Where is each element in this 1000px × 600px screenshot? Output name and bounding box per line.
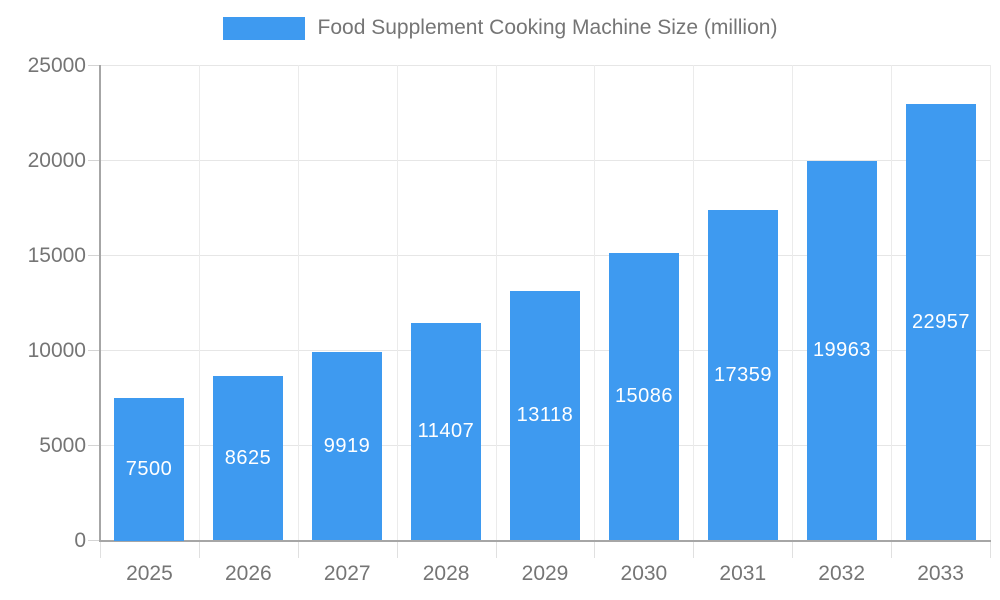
y-axis-label: 5000	[39, 434, 86, 457]
y-gridline	[100, 160, 991, 161]
y-axis-label: 25000	[27, 54, 86, 77]
bar-2029: 13118	[510, 291, 580, 540]
bar-2028: 11407	[411, 323, 481, 540]
x-gridline	[594, 65, 595, 540]
x-axis-label: 2025	[126, 562, 173, 585]
y-axis-line	[99, 65, 101, 540]
x-axis-tick	[496, 540, 497, 558]
bar-value-label: 8625	[224, 446, 272, 469]
bar-value-label: 19963	[812, 339, 872, 361]
y-gridline	[100, 255, 991, 256]
bar-2032: 19963	[807, 161, 877, 540]
y-axis-tick	[88, 255, 100, 256]
x-gridline	[496, 65, 497, 540]
bar-value-label: 11407	[417, 420, 475, 442]
y-axis-label: 20000	[27, 149, 86, 172]
x-gridline	[792, 65, 793, 540]
x-axis-tick	[891, 540, 892, 558]
x-axis-tick	[594, 540, 595, 558]
bar-value-label: 15086	[614, 385, 674, 407]
x-axis-tick	[100, 540, 101, 558]
bar-2027: 9919	[312, 352, 382, 540]
bar-2031: 17359	[708, 210, 778, 540]
y-axis-tick	[88, 540, 100, 541]
x-gridline	[199, 65, 200, 540]
x-axis-tick	[397, 540, 398, 558]
x-gridline	[990, 65, 991, 540]
legend[interactable]: Food Supplement Cooking Machine Size (mi…	[0, 16, 1000, 40]
y-axis-tick	[88, 65, 100, 66]
x-axis-tick	[199, 540, 200, 558]
x-axis-label: 2030	[620, 562, 668, 585]
legend-swatch	[222, 16, 305, 40]
bar-value-label: 7500	[125, 458, 173, 480]
y-gridline	[100, 65, 991, 66]
bar-value-label: 22957	[911, 310, 971, 333]
x-axis-tick	[298, 540, 299, 558]
bar-2030: 15086	[609, 253, 679, 540]
x-axis-tick	[990, 540, 991, 558]
bar-2025: 7500	[114, 398, 184, 541]
y-axis-label: 0	[74, 529, 86, 552]
bar-value-label: 13118	[516, 404, 574, 426]
y-axis-tick	[88, 350, 100, 351]
x-axis-label: 2029	[521, 562, 569, 585]
x-axis-label: 2033	[917, 562, 964, 585]
x-axis-tick	[693, 540, 694, 558]
x-gridline	[397, 65, 398, 540]
bar-value-label: 17359	[713, 363, 773, 386]
y-axis-label: 10000	[27, 339, 86, 362]
y-axis-tick	[88, 445, 100, 446]
y-axis-label: 15000	[27, 244, 86, 267]
chart-title: Food Supplement Cooking Machine Size (mi…	[317, 16, 778, 39]
bar-value-label: 9919	[323, 434, 371, 457]
x-axis-label: 2026	[224, 562, 272, 585]
x-axis-line	[99, 540, 991, 542]
x-axis-label: 2027	[323, 562, 371, 585]
x-axis-label: 2032	[818, 562, 866, 585]
x-axis-label: 2031	[719, 562, 767, 585]
x-axis-label: 2028	[422, 562, 470, 585]
x-gridline	[298, 65, 299, 540]
bar-2026: 8625	[213, 376, 283, 540]
x-gridline	[891, 65, 892, 540]
x-axis-tick	[792, 540, 793, 558]
x-gridline	[693, 65, 694, 540]
bar-2033: 22957	[906, 104, 976, 540]
y-axis-tick	[88, 160, 100, 161]
